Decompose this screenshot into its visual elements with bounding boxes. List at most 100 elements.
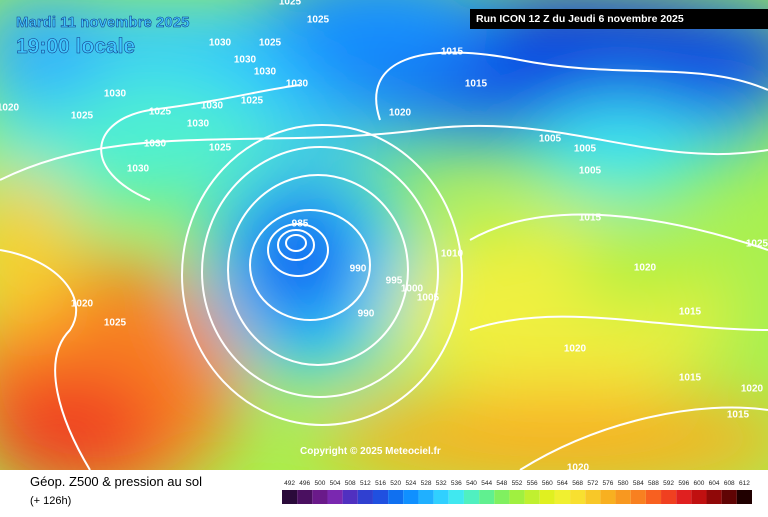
isobar-label: 1015 [465,79,488,90]
isobar-label: 1005 [579,166,602,177]
legend-label: 536 [451,480,462,487]
legend-swatch [691,490,707,504]
isobar-label: 1020 [389,108,412,119]
legend-label: 492 [284,480,295,487]
run-info: Run ICON 12 Z du Jeudi 6 novembre 2025 [476,13,684,25]
legend-swatch [282,490,298,504]
legend-swatch [342,490,358,504]
isobar-label: 1025 [279,0,302,8]
legend-swatch [418,490,434,504]
copyright: Copyright © 2025 Meteociel.fr [300,446,441,457]
legend-swatch [494,490,510,504]
isobar-label: 1030 [104,89,127,100]
legend-label: 596 [678,480,689,487]
legend-swatch [585,490,601,504]
legend-swatch [736,490,752,504]
isobar-label: 1025 [209,143,232,154]
run-banner [470,9,768,29]
isobar-label: 1020 [71,299,94,310]
legend-swatch [661,490,677,504]
time: 19:00 locale [16,35,135,58]
isobar-label: 1020 [0,103,20,114]
isobar-label: 1005 [417,293,440,304]
isobar-label: 1025 [746,239,768,250]
isobar-label: 1030 [201,101,224,112]
legend-label: 568 [572,480,583,487]
isobar-label: 1015 [727,410,750,421]
legend-swatch [570,490,586,504]
legend-swatch [676,490,692,504]
isobar-label: 1005 [539,134,562,145]
legend-label: 600 [694,480,705,487]
isobar-label: 1030 [187,119,210,130]
legend-label: 588 [648,480,659,487]
legend-label: 608 [724,480,735,487]
legend-label: 532 [436,480,447,487]
legend-swatch [721,490,737,504]
legend-swatch [479,490,495,504]
legend-swatch [433,490,449,504]
legend-label: 592 [663,480,674,487]
legend-label: 552 [512,480,523,487]
isobar-label: 1025 [149,107,172,118]
isobar-label: 1020 [567,463,590,474]
legend-label: 580 [618,480,629,487]
legend-label: 524 [405,480,416,487]
legend-label: 576 [603,480,614,487]
legend-swatch [600,490,616,504]
legend-label: 544 [481,480,492,487]
isobar-label: 1015 [579,213,602,224]
legend-swatch [509,490,525,504]
legend-swatch [357,490,373,504]
legend-swatch [645,490,662,504]
isobar-label: 1030 [254,67,277,78]
legend-swatch [706,490,722,504]
isobar-label: 1020 [634,263,657,274]
legend-swatch [403,490,419,504]
isobar-label: 1030 [234,55,257,66]
isobar-label: 1020 [564,344,587,355]
isobar-label: 1000 [401,284,424,295]
legend-label: 496 [299,480,310,487]
isobar-label: 1030 [209,38,232,49]
legend-label: 556 [527,480,538,487]
legend-label: 508 [345,480,356,487]
isobar-label: 1015 [679,373,702,384]
legend-label: 504 [330,480,341,487]
isobar-label: 1025 [241,96,264,107]
isobar-label: 1005 [574,144,597,155]
legend-label: 572 [587,480,598,487]
legend-swatch [327,490,343,504]
legend-label: 560 [542,480,553,487]
date: Mardi 11 novembre 2025 [16,14,189,31]
isobar-label: 1015 [441,47,464,58]
legend-swatch [312,490,328,504]
isobar-label: 1025 [307,15,330,26]
isobar-label: 1025 [71,111,94,122]
legend-label: 612 [739,480,750,487]
isobar-label: 1030 [144,139,167,150]
isobar-label: 1015 [679,307,702,318]
isobar-label: 1025 [259,38,282,49]
legend-swatch [630,490,646,504]
legend-swatch [524,490,540,504]
isobar-label: 1025 [104,318,127,329]
legend-label: 520 [390,480,401,487]
legend-swatch [372,490,389,504]
isobar-label: 1020 [741,384,764,395]
legend-swatch [448,490,464,504]
isobar-label: 1030 [127,164,150,175]
color-legend: 492 496 500 504 508 512 516 520 524 528 532 536 540 5… [282,480,752,504]
footer-lead: (+ 126h) [30,495,71,507]
legend-label: 512 [360,480,371,487]
legend-label: 516 [375,480,386,487]
legend-label: 604 [709,480,720,487]
legend-swatch [388,490,404,504]
isobar-label: 995 [386,276,403,287]
legend-label: 548 [496,480,507,487]
isobar-label: 1010 [441,249,464,260]
legend-swatch [554,490,571,504]
